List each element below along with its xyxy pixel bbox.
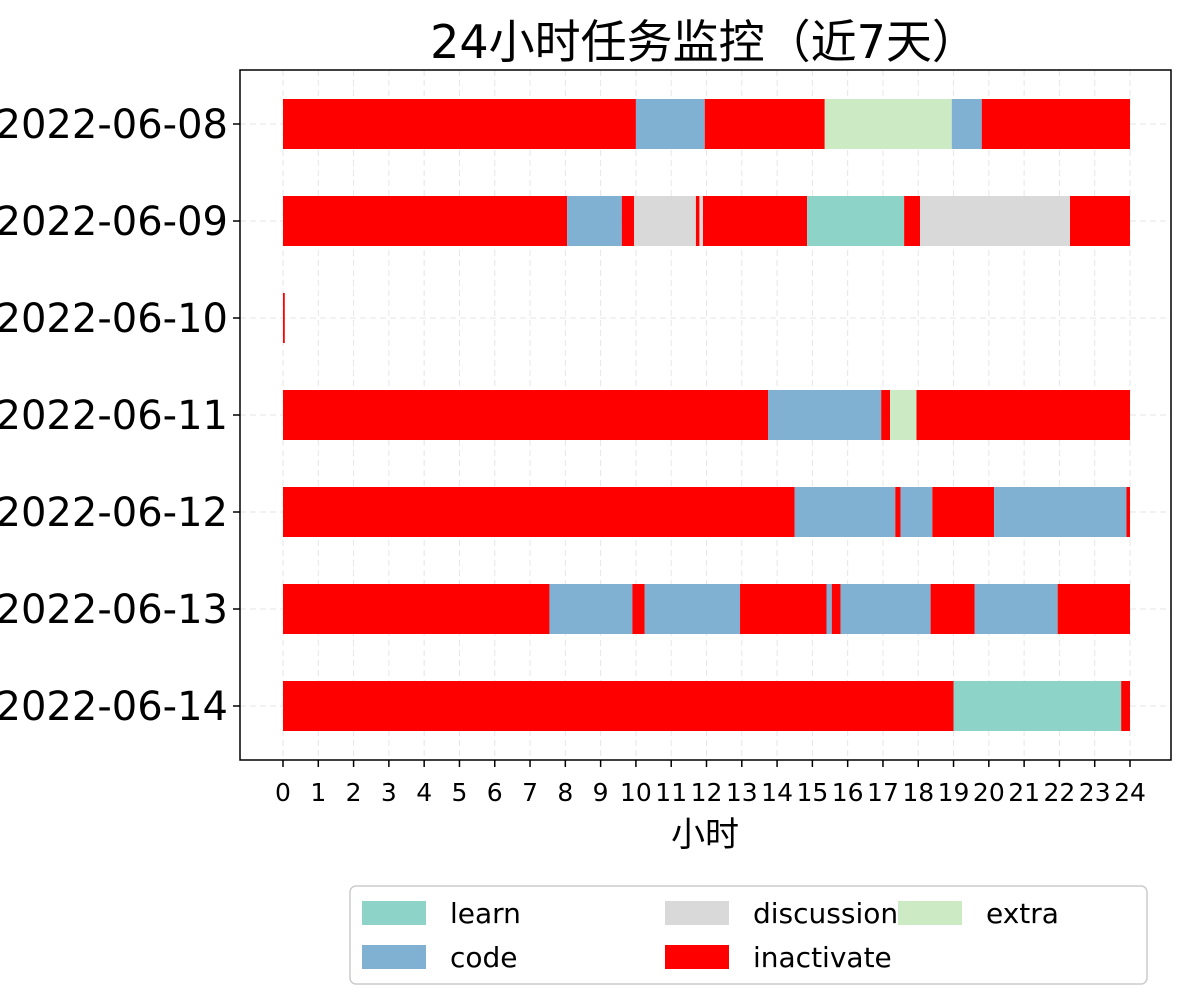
bar-segment-inactivate — [1121, 681, 1130, 731]
legend-swatch-code — [362, 945, 426, 969]
bar-segment-inactivate — [704, 99, 825, 149]
y-tick-label: 2022-06-08 — [0, 102, 228, 148]
bar-segment-discussion — [920, 196, 1071, 246]
bar-segment-learn — [807, 196, 905, 246]
x-tick-label: 7 — [522, 778, 538, 807]
x-tick-label: 23 — [1079, 778, 1111, 807]
x-tick-label: 16 — [832, 778, 864, 807]
bar-segment-inactivate — [895, 487, 901, 537]
chart-title: 24小时任务监控（近7天） — [430, 15, 978, 69]
bar-segment-discussion — [699, 196, 703, 246]
y-axis: 2022-06-08 2022-06-09 2022-06-10 2022-06-11… — [0, 102, 240, 730]
x-tick-label: 9 — [593, 778, 609, 807]
bar-segment-inactivate — [904, 196, 921, 246]
bar-segment-code — [826, 584, 832, 634]
bar-segment-inactivate — [1126, 487, 1130, 537]
bar-segment-code — [994, 487, 1127, 537]
x-tick-label: 19 — [938, 778, 970, 807]
bar-segment-extra — [890, 390, 917, 440]
bar-segment-code — [635, 99, 705, 149]
bar-segment-inactivate — [283, 390, 769, 440]
bar-segment-code — [840, 584, 931, 634]
bar-segment-code — [900, 487, 933, 537]
x-tick-label: 6 — [487, 778, 503, 807]
x-tick-label: 20 — [973, 778, 1005, 807]
bar-segment-inactivate — [283, 584, 550, 634]
bar-segment-inactivate — [702, 196, 808, 246]
bar-segment-code — [951, 99, 982, 149]
legend-swatch-discussion — [665, 901, 729, 925]
y-tick-label: 2022-06-14 — [0, 684, 228, 730]
x-tick-label: 10 — [620, 778, 652, 807]
bar-segment-inactivate — [740, 584, 827, 634]
x-tick-label: 2 — [346, 778, 362, 807]
bar-segment-inactivate — [932, 487, 995, 537]
legend-label-extra: extra — [986, 897, 1059, 930]
bar-segment-code — [974, 584, 1058, 634]
x-tick-label: 1 — [310, 778, 326, 807]
y-tick-label: 2022-06-12 — [0, 490, 228, 536]
x-tick-label: 13 — [726, 778, 758, 807]
bar-segment-inactivate — [283, 196, 568, 246]
bar-segment-inactivate — [283, 487, 795, 537]
x-tick-label: 12 — [691, 778, 723, 807]
x-axis-label: 小时 — [671, 815, 739, 855]
legend-label-discussion: discussion — [753, 897, 898, 930]
x-tick-label: 21 — [1008, 778, 1040, 807]
bar-segment-code — [567, 196, 622, 246]
bar-segment-inactivate — [981, 99, 1130, 149]
bar-segment-code — [768, 390, 882, 440]
bar-segment-discussion — [634, 196, 696, 246]
x-tick-label: 0 — [275, 778, 291, 807]
bar-segment-inactivate — [695, 196, 700, 246]
x-tick-label: 8 — [557, 778, 573, 807]
legend-label-learn: learn — [450, 897, 521, 930]
bar-segments — [283, 99, 1130, 731]
legend: learn code discussion inactivate extra — [349, 885, 1148, 985]
bar-segment-inactivate — [831, 584, 841, 634]
x-tick-label: 11 — [655, 778, 687, 807]
bar-segment-inactivate — [283, 99, 636, 149]
y-tick-label: 2022-06-11 — [0, 393, 228, 439]
x-tick-label: 17 — [867, 778, 899, 807]
x-tick-label: 15 — [796, 778, 828, 807]
bar-segment-inactivate — [283, 681, 954, 731]
legend-swatch-extra — [898, 901, 962, 925]
bar-segment-inactivate — [916, 390, 1130, 440]
bar-segment-inactivate — [283, 293, 285, 343]
x-tick-label: 24 — [1114, 778, 1146, 807]
bar-segment-code — [794, 487, 896, 537]
y-tick-label: 2022-06-13 — [0, 587, 228, 633]
legend-swatch-inactivate — [665, 945, 729, 969]
x-tick-label: 5 — [452, 778, 468, 807]
legend-label-inactivate: inactivate — [753, 941, 892, 974]
bar-segment-inactivate — [632, 584, 645, 634]
bar-segment-inactivate — [1057, 584, 1130, 634]
x-tick-label: 14 — [761, 778, 793, 807]
bar-segment-code — [644, 584, 741, 634]
bar-segment-extra — [824, 99, 952, 149]
y-tick-label: 2022-06-10 — [0, 296, 228, 342]
x-tick-label: 3 — [381, 778, 397, 807]
bar-segment-code — [549, 584, 633, 634]
legend-label-code: code — [450, 941, 518, 974]
bar-segment-inactivate — [621, 196, 635, 246]
x-axis: 0 1 2 3 4 5 6 7 8 9 10 11 12 13 14 15 16 17 18 19 20 21 22 23 24 — [275, 760, 1146, 807]
bar-segment-inactivate — [1070, 196, 1130, 246]
bar-segment-inactivate — [881, 390, 891, 440]
y-tick-label: 2022-06-09 — [0, 199, 228, 245]
x-tick-label: 22 — [1044, 778, 1076, 807]
x-tick-label: 18 — [902, 778, 934, 807]
bar-segment-learn — [953, 681, 1122, 731]
bar-segment-inactivate — [930, 584, 975, 634]
x-tick-label: 4 — [416, 778, 432, 807]
legend-swatch-learn — [362, 901, 426, 925]
